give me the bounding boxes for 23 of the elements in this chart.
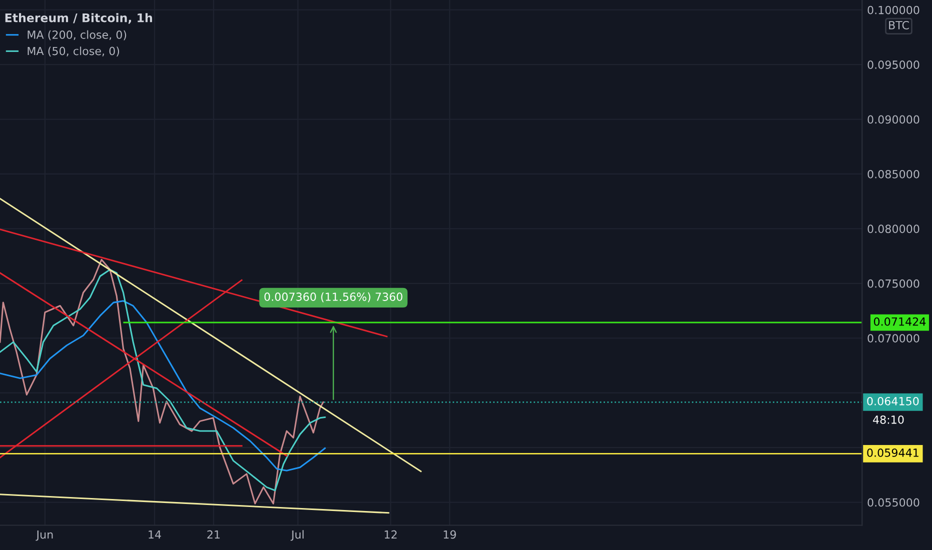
text: BTC <box>889 20 909 30</box>
text: 48:10 <box>872 415 904 424</box>
text: Ethereum / Bitcoin, 1h <box>5 13 152 24</box>
x-tick-label: 21 <box>207 530 220 539</box>
annotation: 0.007360 (11.56%) 7360 <box>264 292 402 302</box>
y-tick-label: 0.085000 <box>868 170 920 178</box>
y-tick-label: 0.070000 <box>868 334 920 343</box>
ref-line-label: 0.059441 <box>867 448 918 457</box>
y-tick-label: 0.075000 <box>868 279 920 288</box>
ref-line-label: 0.064150 <box>867 396 919 406</box>
data-label: 0.071424 <box>874 317 926 326</box>
y-tick-label: 0.090000 <box>868 115 920 124</box>
x-tick-label: 19 <box>444 530 456 539</box>
x-tick-label: 12 <box>384 530 397 539</box>
legend-label: MA (200, close, 0) <box>28 30 126 40</box>
y-tick-label: 0.080000 <box>868 224 920 234</box>
x-tick-label: Jun <box>36 530 53 541</box>
y-tick-label: 0.095000 <box>868 60 920 69</box>
y-tick-label: 0.100000 <box>868 6 920 14</box>
x-tick-label: Jul <box>290 530 304 541</box>
legend-label: MA (50, close, 0) <box>28 46 120 57</box>
y-tick-label: 0.055000 <box>868 498 920 507</box>
x-tick-label: 14 <box>148 530 162 539</box>
